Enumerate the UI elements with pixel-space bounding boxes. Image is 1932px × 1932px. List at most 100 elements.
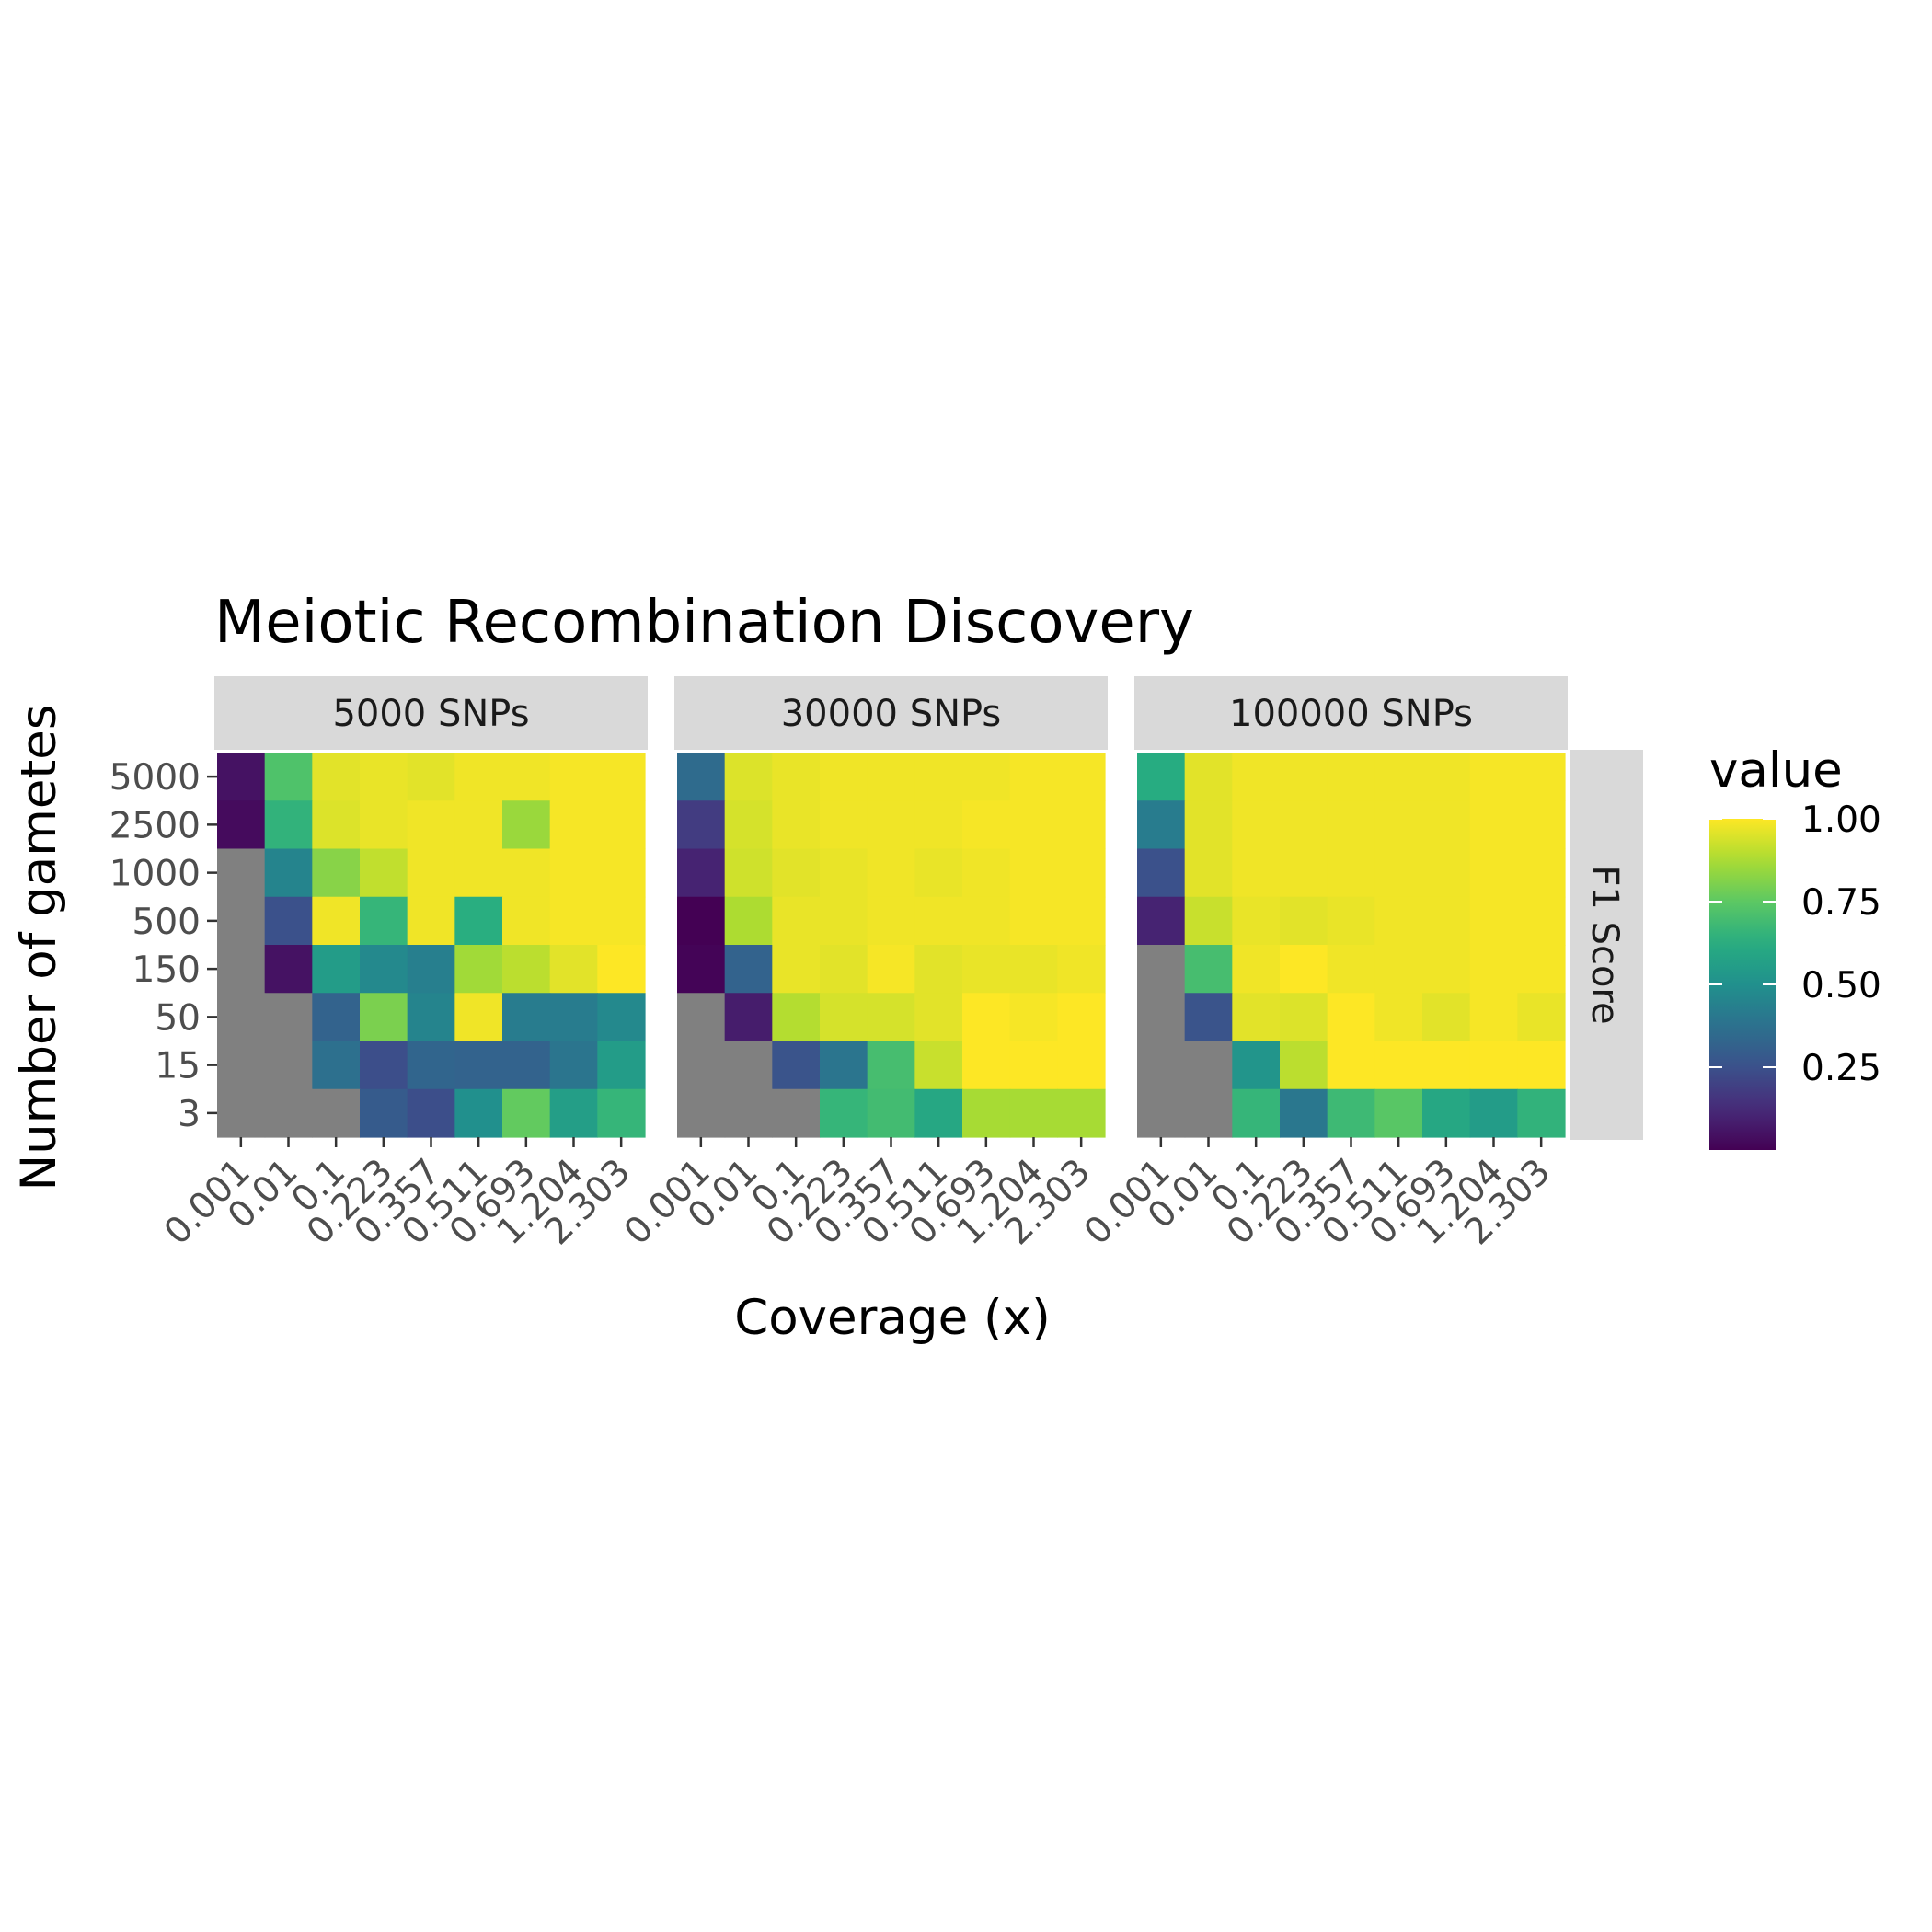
heatmap-cell xyxy=(724,800,773,850)
heatmap-cell xyxy=(1280,1041,1328,1090)
heatmap-cell xyxy=(1184,753,1233,801)
heatmap-cell xyxy=(407,1041,455,1090)
heatmap-cell xyxy=(1422,800,1471,850)
heatmap-cell xyxy=(312,753,361,801)
heatmap-cell xyxy=(312,896,361,946)
heatmap-cell xyxy=(264,848,313,898)
heatmap-cell xyxy=(597,1088,646,1138)
heatmap-cell xyxy=(677,993,726,1042)
facet-strip xyxy=(674,676,1108,750)
heatmap-cell xyxy=(820,1041,868,1090)
heatmap-cell xyxy=(772,753,821,801)
heatmap-cell xyxy=(724,1088,773,1138)
heatmap-cell xyxy=(677,753,726,801)
heatmap-cell xyxy=(867,848,915,898)
heatmap-cell xyxy=(1469,800,1518,850)
heatmap-cell xyxy=(772,1041,821,1090)
heatmap-cell xyxy=(1280,848,1328,898)
chart-title: Meiotic Recombination Discovery xyxy=(214,589,1194,657)
heatmap-cell xyxy=(914,945,963,994)
heatmap-cell xyxy=(1280,993,1328,1042)
heatmap-cell xyxy=(1517,1088,1566,1138)
heatmap-cell xyxy=(867,800,915,850)
y-tick-label: 150 xyxy=(132,949,201,991)
heatmap-cell xyxy=(360,1088,408,1138)
heatmap-cell xyxy=(1517,993,1566,1042)
heatmap-cell xyxy=(407,896,455,946)
facet-strip-label: 30000 SNPs xyxy=(781,693,1002,735)
heatmap-cell xyxy=(1184,993,1233,1042)
heatmap-cell xyxy=(454,800,503,850)
heatmap-cell xyxy=(217,1088,266,1138)
heatmap-cell xyxy=(1422,1088,1471,1138)
heatmap-cell xyxy=(1232,993,1281,1042)
row-facet-label: F1 Score xyxy=(1583,865,1626,1024)
heatmap-cell xyxy=(1137,945,1186,994)
heatmap-cell xyxy=(1422,753,1471,801)
facet-strip xyxy=(214,676,648,750)
heatmap-cell xyxy=(1280,800,1328,850)
heatmap-cell xyxy=(597,896,646,946)
heatmap-cell xyxy=(1057,753,1106,801)
heatmap-cell xyxy=(820,848,868,898)
y-tick-label: 15 xyxy=(155,1046,201,1087)
heatmap-cell xyxy=(264,753,313,801)
heatmap-cell xyxy=(360,848,408,898)
heatmap-cell xyxy=(407,945,455,994)
heatmap-cell xyxy=(1374,753,1423,801)
heatmap-cell xyxy=(1517,896,1566,946)
heatmap-cell xyxy=(962,848,1011,898)
heatmap-cell xyxy=(677,896,726,946)
heatmap-cell xyxy=(1057,945,1106,994)
heatmap-cell xyxy=(312,800,361,850)
heatmap-cell xyxy=(914,896,963,946)
heatmap-cell xyxy=(962,1088,1011,1138)
heatmap-cell xyxy=(597,800,646,850)
x-axis-title: Coverage (x) xyxy=(734,1290,1051,1346)
heatmap-cell xyxy=(1009,993,1058,1042)
heatmap-cell xyxy=(1374,1088,1423,1138)
heatmap-cell xyxy=(677,800,726,850)
legend-tick-label: 0.75 xyxy=(1801,882,1881,924)
heatmap-cell xyxy=(1184,945,1233,994)
heatmap-cell xyxy=(1469,945,1518,994)
heatmap-cell xyxy=(1232,945,1281,994)
heatmap-cell xyxy=(1184,1041,1233,1090)
heatmap-cell xyxy=(867,945,915,994)
heatmap-cell xyxy=(1327,896,1375,946)
heatmap-cell xyxy=(1469,1041,1518,1090)
heatmap-cell xyxy=(1422,896,1471,946)
heatmap-cell xyxy=(820,896,868,946)
heatmap-cell xyxy=(1374,848,1423,898)
heatmap-cell xyxy=(549,896,598,946)
heatmap-cell xyxy=(1327,993,1375,1042)
heatmap-cell xyxy=(1327,753,1375,801)
heatmap-cell xyxy=(1374,1041,1423,1090)
heatmap-cell xyxy=(867,1088,915,1138)
y-axis: 5000 2500 1000 500 150 50 15 3 xyxy=(109,757,217,1135)
heatmap-cell xyxy=(724,896,773,946)
heatmap-cell xyxy=(1184,1088,1233,1138)
heatmap-cell xyxy=(1137,1088,1186,1138)
heatmap-cell xyxy=(549,1041,598,1090)
heatmap-cell xyxy=(1374,896,1423,946)
heatmap-cell xyxy=(1137,993,1186,1042)
heatmap-cell xyxy=(1009,896,1058,946)
heatmap-cell xyxy=(264,945,313,994)
heatmap-cell xyxy=(1469,848,1518,898)
heatmap-cell xyxy=(772,800,821,850)
facet-strip-label: 5000 SNPs xyxy=(332,693,529,735)
heatmap-cell xyxy=(914,800,963,850)
heatmap-cell xyxy=(820,1088,868,1138)
heatmap-cell xyxy=(962,1041,1011,1090)
heatmap-cell xyxy=(1280,896,1328,946)
heatmap-cell xyxy=(264,800,313,850)
heatmap-cell xyxy=(597,993,646,1042)
heatmap-cell xyxy=(454,848,503,898)
heatmap-cell xyxy=(549,753,598,801)
heatmap-cell xyxy=(1374,945,1423,994)
heatmap-cell xyxy=(502,993,551,1042)
heatmap-cell xyxy=(407,993,455,1042)
heatmap-cell xyxy=(217,753,266,801)
